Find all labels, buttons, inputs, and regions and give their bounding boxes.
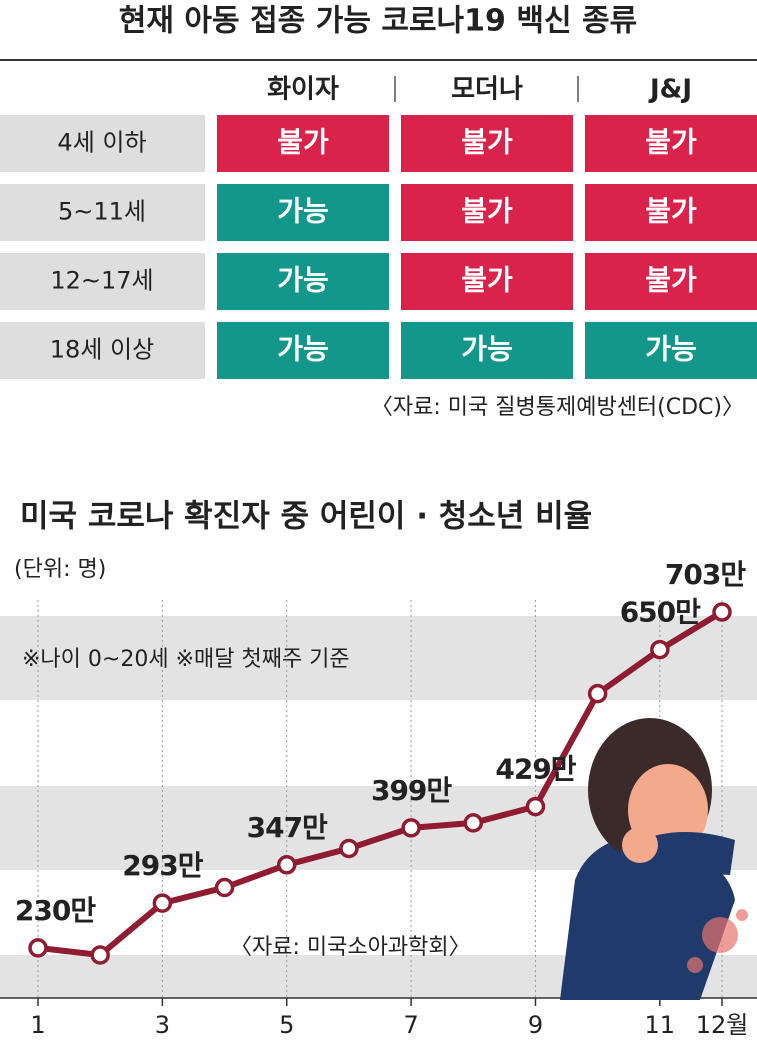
data-point (525, 796, 546, 817)
table-source: 〈자료: 미국 질병통제예방센터(CDC)〉 (371, 395, 744, 420)
chart-source: 〈자료: 미국소아과학회〉 (230, 935, 471, 960)
status-cell (585, 253, 757, 310)
row-label: 4세 이하 (57, 129, 146, 157)
x-tick-label: 11 (645, 1011, 676, 1039)
status-cell (217, 253, 389, 310)
data-point (152, 893, 173, 913)
row-label-cell (0, 322, 205, 379)
row-label: 18세 이상 (50, 336, 154, 364)
data-point (214, 877, 235, 898)
data-label: 230만 (15, 894, 96, 927)
data-label: 347만 (247, 811, 328, 844)
status-text: 불가 (461, 195, 513, 228)
x-tick-label: 1 (30, 1011, 45, 1039)
status-text: 가능 (277, 195, 329, 228)
data-point (276, 855, 297, 875)
status-cell (401, 115, 573, 172)
status-text: 불가 (461, 264, 513, 297)
droplet (702, 917, 738, 953)
status-text: 불가 (277, 126, 329, 159)
status-text: 불가 (645, 195, 697, 228)
data-label: 703만 (665, 558, 746, 591)
status-text: 가능 (645, 333, 697, 366)
data-point (463, 813, 484, 833)
status-text: 가능 (461, 333, 513, 366)
chart-subtitle: (단위: 명) (14, 557, 106, 582)
chart-annotation: ※나이 0~20세 ※매달 첫째주 기준 (22, 647, 350, 672)
data-line (37, 609, 724, 958)
status-text: 가능 (277, 264, 329, 297)
droplet (687, 957, 703, 973)
x-tick-label: 3 (155, 1011, 170, 1039)
status-cell (401, 253, 573, 310)
figure-fist (622, 827, 658, 863)
chart-title: 미국 코로나 확진자 중 어린이 · 청소년 비율 (20, 499, 592, 535)
data-point (650, 639, 670, 660)
data-label: 293만 (122, 849, 203, 882)
row-label-cell (0, 253, 205, 310)
data-point (339, 838, 359, 859)
illustration (560, 718, 748, 1000)
data-label: 399만 (371, 774, 452, 807)
row-label-cell (0, 115, 205, 172)
status-cell (217, 184, 389, 241)
data-point (28, 938, 48, 958)
x-tick-label: 9 (528, 1011, 543, 1039)
status-text: 불가 (645, 126, 697, 159)
status-text: 불가 (461, 126, 513, 159)
plot: 1 3 5 7 9 11 12월 230만 293만 347만 399만 429만 650만 703만 (0, 558, 757, 1039)
data-point (587, 683, 608, 704)
droplet (736, 909, 748, 921)
data-point (90, 945, 110, 965)
x-tick-label: 7 (403, 1011, 418, 1039)
status-cell (585, 322, 757, 379)
status-text: 가능 (277, 333, 329, 366)
table-title: 현재 아동 접종 가능 코로나19 백신 종류 (119, 4, 637, 39)
status-cell (401, 184, 573, 241)
x-tick-label: 12월 (696, 1011, 749, 1039)
data-label: 429만 (495, 753, 576, 786)
row-label: 5~11세 (58, 198, 146, 226)
status-cell (217, 115, 389, 172)
status-cell (217, 322, 389, 379)
column-header: J&J (648, 75, 692, 105)
data-point (401, 818, 421, 838)
column-header: 모더나 (451, 75, 523, 105)
status-text: 불가 (645, 264, 697, 297)
column-header: 화이자 (267, 75, 339, 105)
x-tick-label: 5 (279, 1011, 294, 1039)
row-label-cell (0, 184, 205, 241)
row-label: 12~17세 (50, 267, 153, 295)
background-band (0, 616, 757, 700)
status-cell (585, 115, 757, 172)
data-label: 650만 (620, 596, 701, 629)
data-point (712, 602, 732, 622)
status-cell (585, 184, 757, 241)
status-cell (401, 322, 573, 379)
